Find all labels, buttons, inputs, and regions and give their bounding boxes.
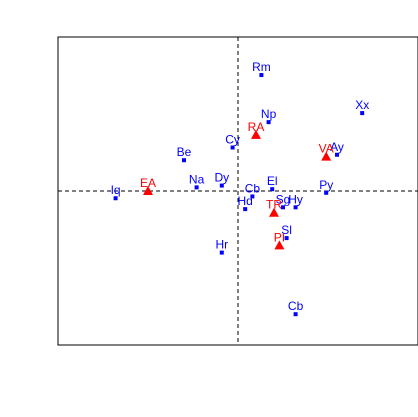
triangle-point (321, 151, 332, 161)
point-label: RA (248, 120, 265, 134)
point-label: Ay (330, 140, 344, 154)
point-label: Na (189, 172, 205, 186)
point-label: TR (266, 198, 282, 212)
point-label: Py (319, 178, 333, 192)
point-label: Hd (238, 194, 253, 208)
point-label: Dy (214, 171, 229, 185)
point-label: Iq (111, 183, 121, 197)
square-point (335, 152, 339, 157)
square-point (243, 207, 248, 212)
point-label: Cb (288, 299, 304, 313)
square-point (182, 158, 186, 163)
triangle-point (269, 207, 279, 217)
triangle-point (143, 186, 153, 195)
point-label: Sg (276, 192, 291, 206)
point-label: VA (319, 142, 334, 156)
square-point (230, 145, 235, 150)
square-point (281, 205, 285, 210)
point-label: Cy (225, 133, 240, 147)
square-point (266, 120, 271, 125)
point-label: Hr (215, 238, 228, 252)
square-point (194, 185, 199, 190)
point-label: Be (177, 145, 192, 159)
square-point (113, 196, 118, 201)
point-label: Rm (252, 60, 271, 74)
point-label: El (267, 174, 278, 188)
point-label: EA (140, 176, 156, 190)
point-label: PI (274, 230, 285, 244)
triangle-point (274, 240, 285, 250)
square-point (284, 236, 289, 241)
square-point (324, 190, 329, 195)
triangle-point (251, 129, 261, 139)
point-label: Xx (355, 98, 369, 112)
square-point (270, 187, 275, 192)
square-point (219, 183, 224, 188)
point-label: Hy (288, 192, 303, 206)
point-label: Np (261, 107, 277, 121)
square-point (293, 312, 298, 317)
point-label: Sl (281, 223, 292, 237)
square-point (360, 111, 365, 116)
square-point (250, 194, 255, 199)
square-point (259, 73, 264, 78)
square-point (293, 205, 298, 210)
square-point (219, 250, 224, 255)
point-label: Cb (245, 181, 261, 195)
